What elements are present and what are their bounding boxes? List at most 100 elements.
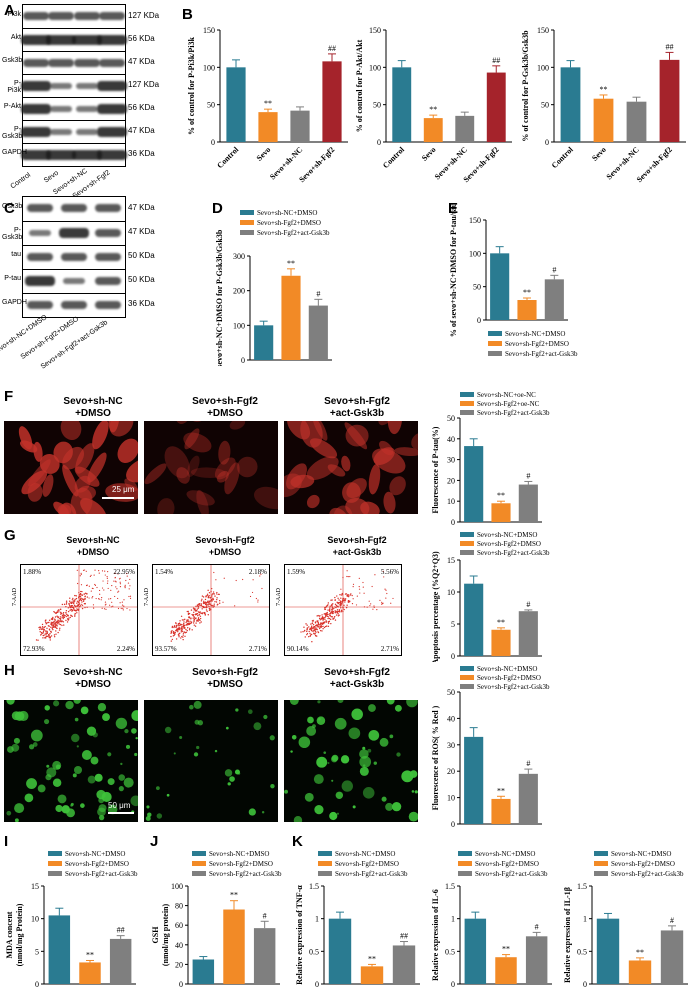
event-dot <box>206 600 209 603</box>
event-dot <box>171 626 173 629</box>
event-dot <box>260 573 262 575</box>
event-dot <box>90 590 92 592</box>
event-dot <box>42 631 44 634</box>
cell <box>379 440 394 456</box>
y-axis-label: Relative expression of IL-6 <box>431 889 440 981</box>
event-dot <box>211 600 213 602</box>
event-dot <box>334 603 337 606</box>
event-dot <box>106 582 109 584</box>
f-micrograph-1: 25 μm <box>4 421 138 514</box>
event-dot <box>311 622 314 625</box>
y-tick-label: 100 <box>203 63 215 72</box>
bar <box>464 736 484 824</box>
h-micrograph-2 <box>144 700 278 822</box>
event-dot <box>218 593 220 596</box>
event-dot <box>56 610 59 612</box>
event-dot <box>186 619 188 621</box>
y-tick-label: 150 <box>537 26 549 35</box>
event-dot <box>306 624 308 626</box>
y-tick-label: 0 <box>477 316 481 325</box>
panel-label-a: A <box>4 2 15 19</box>
event-dot <box>74 598 76 601</box>
event-dot <box>328 620 330 623</box>
event-dot <box>119 586 122 588</box>
event-dot <box>182 634 184 636</box>
ros-spot <box>66 808 75 818</box>
event-dot <box>115 581 117 583</box>
bar <box>518 484 538 522</box>
event-dot <box>343 604 345 606</box>
cell <box>53 441 73 464</box>
ros-spot <box>334 717 347 730</box>
event-dot <box>53 636 56 638</box>
flow-axis-label: 7-AAD <box>276 588 282 606</box>
event-dot <box>75 597 78 600</box>
event-dot <box>178 628 180 630</box>
quadrant-q2: 5.56% <box>381 568 399 576</box>
blot-row-label: P-tau <box>4 275 21 282</box>
event-dot <box>344 598 347 600</box>
bar <box>486 72 506 142</box>
cell <box>342 482 361 503</box>
event-dot <box>346 595 348 597</box>
event-dot <box>336 609 339 611</box>
ros-spot <box>341 780 353 792</box>
event-dot <box>321 614 323 616</box>
event-dot <box>198 614 200 616</box>
significance-mark: # <box>263 911 267 920</box>
event-dot <box>46 632 49 635</box>
y-axis-label: % of sevo+sh-NC+DMSO for P-tau/tau <box>449 202 458 337</box>
panel-label-f: F <box>4 388 14 405</box>
blot-band <box>75 105 98 112</box>
event-dot <box>189 627 191 630</box>
blot-band <box>25 276 55 286</box>
event-dot <box>190 609 193 611</box>
blot-row-label: Pi3k <box>7 10 21 18</box>
blot-band <box>95 229 121 237</box>
event-dot <box>358 588 361 590</box>
blot-kda-label: 47 KDa <box>128 203 155 212</box>
blot-row <box>20 120 128 144</box>
cell <box>216 470 229 483</box>
event-dot <box>192 607 195 609</box>
ros-spot <box>336 812 340 815</box>
event-dot <box>208 607 211 610</box>
event-dot <box>187 623 189 626</box>
event-dot <box>211 588 213 590</box>
event-dot <box>171 625 174 628</box>
event-dot <box>68 603 70 606</box>
significance-mark: # <box>316 289 320 298</box>
quadrant-q3: 2.71% <box>249 645 267 653</box>
cell <box>394 447 418 457</box>
event-dot <box>192 614 194 617</box>
event-dot <box>85 570 87 572</box>
event-dot <box>72 602 74 604</box>
y-tick-label: 0 <box>377 138 381 147</box>
event-dot <box>205 605 208 607</box>
event-dot <box>305 623 307 625</box>
cell <box>18 426 33 450</box>
panel-label-k: K <box>292 833 303 850</box>
legend-swatch <box>460 550 474 555</box>
event-dot <box>222 601 224 603</box>
event-dot <box>61 603 64 606</box>
panel-label-j: J <box>150 833 159 850</box>
legend-label: Sevo+sh-Fgf2+DMSO <box>611 860 675 868</box>
blot-band <box>99 11 126 20</box>
ros-spot <box>55 804 63 813</box>
event-dot <box>121 604 124 606</box>
blot-band <box>97 34 128 45</box>
event-dot <box>108 598 110 600</box>
event-dot <box>185 628 187 631</box>
legend-label: Sevo+sh-NC+DMSO <box>65 850 125 858</box>
event-dot <box>359 592 361 594</box>
significance-mark: ** <box>502 945 510 954</box>
event-dot <box>173 634 175 636</box>
event-dot <box>323 626 326 629</box>
cell <box>28 459 51 487</box>
event-dot <box>47 621 49 624</box>
event-dot <box>39 626 41 628</box>
event-dot <box>56 620 58 623</box>
bar <box>223 909 245 984</box>
event-dot <box>362 586 364 588</box>
